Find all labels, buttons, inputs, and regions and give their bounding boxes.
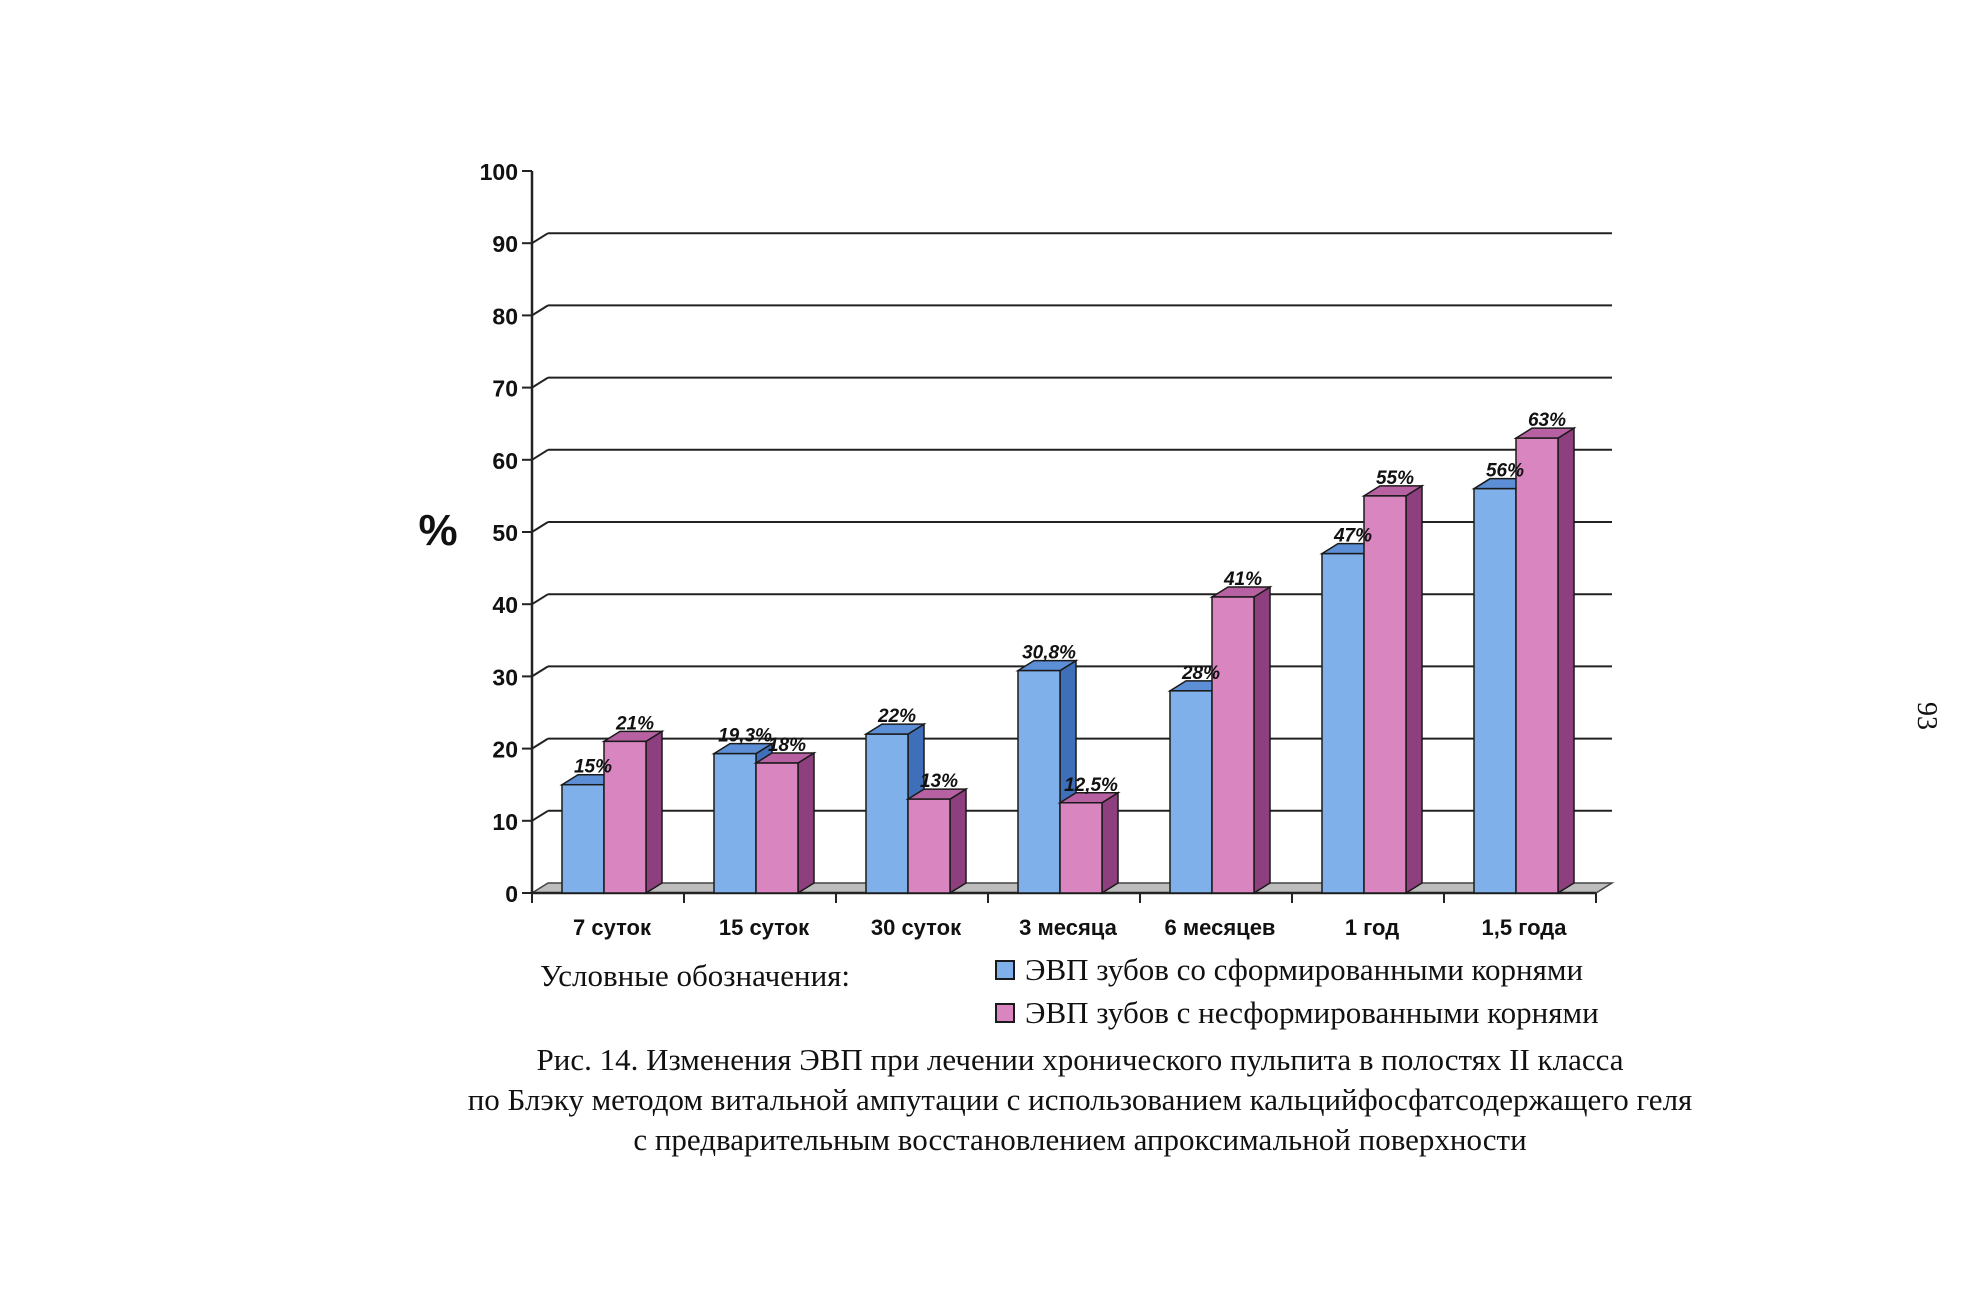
figure-caption: Рис. 14. Изменения ЭВП при лечении хрони… xyxy=(300,1040,1860,1160)
y-tick-label: 100 xyxy=(480,159,518,185)
bar-front xyxy=(603,740,647,894)
data-label: 30,8% xyxy=(1022,643,1076,664)
legend-swatch-pink xyxy=(995,1003,1015,1023)
legend-item-unformed-roots: ЭВП зубов с несформированными корнями xyxy=(995,995,1599,1031)
x-tick-label: 15 суток xyxy=(719,915,810,940)
bar-front xyxy=(1363,495,1407,894)
grid-connector xyxy=(531,809,549,822)
y-tick-label: 70 xyxy=(492,376,518,402)
y-tick-label: 30 xyxy=(492,664,518,690)
grid-connector xyxy=(531,304,549,317)
x-tick-label: 7 суток xyxy=(573,915,652,940)
bar-side xyxy=(797,751,815,895)
data-label: 12,5% xyxy=(1064,775,1118,796)
bar-front xyxy=(1321,552,1365,894)
data-label: 41% xyxy=(1223,569,1262,590)
grid-connector xyxy=(531,376,549,389)
bar xyxy=(601,730,665,895)
data-label: 47% xyxy=(1333,526,1372,547)
y-tick-label: 40 xyxy=(492,592,518,618)
grid-connector xyxy=(531,665,549,678)
data-label: 21% xyxy=(615,713,654,734)
data-label: 56% xyxy=(1486,461,1524,482)
grid-connector xyxy=(531,737,549,750)
y-tick-label: 0 xyxy=(505,881,518,907)
grid-connector xyxy=(531,521,549,533)
bar-front xyxy=(1059,802,1103,894)
bar-front xyxy=(1017,669,1061,894)
bar-side xyxy=(1557,426,1575,895)
caption-line: Рис. 14. Изменения ЭВП при лечении хрони… xyxy=(536,1042,1624,1077)
bar xyxy=(753,751,817,895)
bar-front xyxy=(1169,690,1213,894)
caption-line: по Блэку методом витальной ампутации с и… xyxy=(467,1082,1693,1117)
data-labels: 15% 21% 19,3%18% 22% 13% 30,8% 12,5% 28% 41% 47% 5… xyxy=(574,410,1566,796)
caption-line: с предварительным восстановлением апрокс… xyxy=(633,1122,1527,1157)
data-label: 28% xyxy=(1181,663,1220,684)
x-tick-label: 1,5 года xyxy=(1482,915,1568,940)
data-label: 19,3% xyxy=(718,726,772,747)
y-tick-label: 10 xyxy=(492,809,518,835)
legend-swatch-blue xyxy=(995,960,1015,980)
legend-title: Условные обозначения: xyxy=(540,958,851,993)
data-label: 13% xyxy=(920,771,958,792)
bar-front xyxy=(1211,596,1255,894)
page-number: 93 xyxy=(1911,702,1942,730)
y-tick-label: 20 xyxy=(492,737,518,763)
y-axis-label: % xyxy=(418,506,457,555)
data-label: 18% xyxy=(768,735,806,756)
legend-item-formed-roots: ЭВП зубов со сформированными корнями xyxy=(995,952,1583,988)
x-tick-label: 6 месяцев xyxy=(1165,915,1276,940)
bar-side xyxy=(1405,484,1423,895)
bar-front xyxy=(1473,487,1517,894)
bar xyxy=(1513,426,1577,895)
grid-lines xyxy=(531,232,1612,822)
y-tick-label: 60 xyxy=(492,448,518,474)
data-label: 22% xyxy=(877,706,916,727)
y-tick-label: 80 xyxy=(492,303,518,329)
bar-side xyxy=(1101,791,1119,895)
bar xyxy=(1057,791,1121,895)
legend-label: ЭВП зубов со сформированными корнями xyxy=(1025,952,1584,987)
y-tick-label: 90 xyxy=(492,231,518,257)
y-tick-label: 50 xyxy=(492,520,518,546)
bar-front xyxy=(907,798,951,894)
grid-connector xyxy=(531,593,549,606)
x-tick-label: 30 суток xyxy=(871,915,962,940)
bar-side xyxy=(645,730,663,895)
data-label: 15% xyxy=(574,757,612,778)
bar-side xyxy=(949,787,967,895)
data-label: 63% xyxy=(1528,410,1566,431)
grid-connector xyxy=(531,448,549,461)
data-label: 55% xyxy=(1376,468,1414,489)
bar-front xyxy=(755,762,799,894)
bar-front xyxy=(561,783,605,894)
x-tick-label: 1 год xyxy=(1345,915,1399,940)
bar xyxy=(905,787,969,895)
bar xyxy=(1209,585,1273,895)
bar-front xyxy=(1515,437,1559,894)
bar xyxy=(1361,484,1425,895)
legend-label: ЭВП зубов с несформированными корнями xyxy=(1025,995,1599,1030)
bar-front xyxy=(865,733,909,894)
bar-side xyxy=(1253,585,1271,895)
grid-connector xyxy=(531,232,549,245)
bars xyxy=(559,426,1577,895)
x-tick-label: 3 месяца xyxy=(1019,915,1117,940)
bar-front xyxy=(713,752,757,894)
